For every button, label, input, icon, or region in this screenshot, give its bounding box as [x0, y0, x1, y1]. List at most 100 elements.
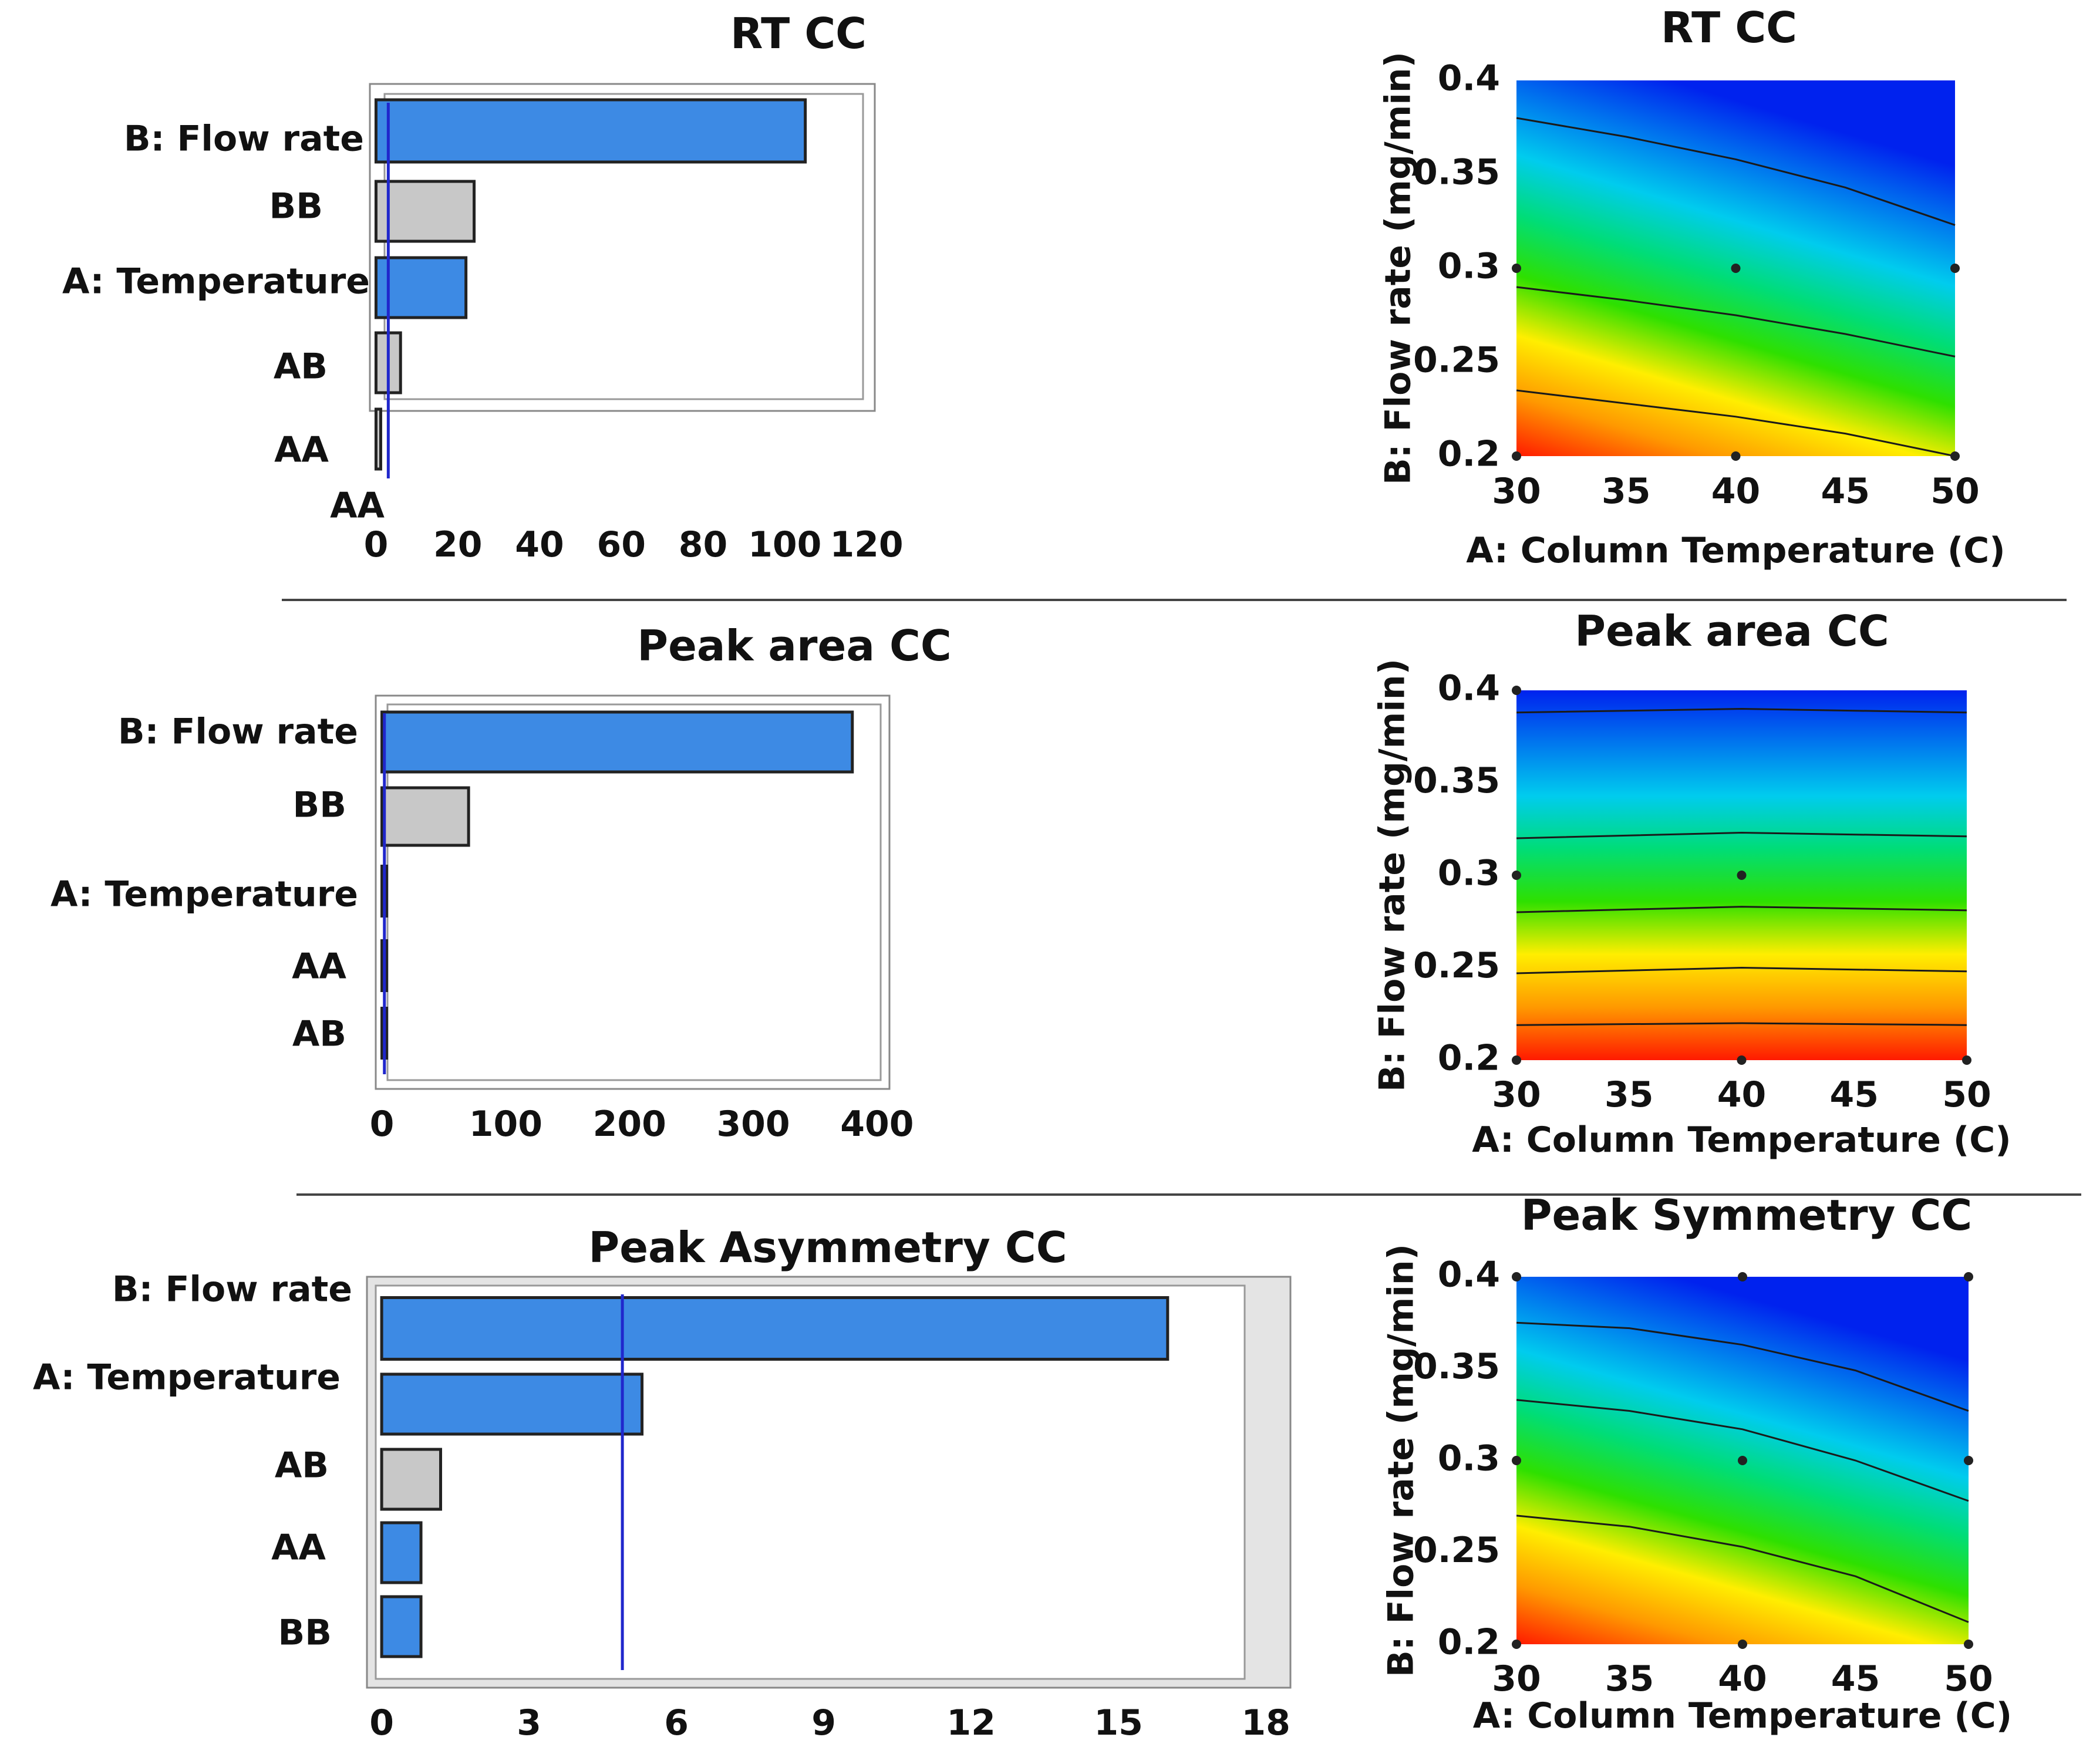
contour-line [1516, 906, 1967, 913]
asym-pareto: Peak Asymmetry CC B: Flow rate A: Temperat… [33, 1223, 1292, 1743]
pareto-bar [380, 1296, 1169, 1361]
x-tick-label: 30 [1492, 1074, 1541, 1115]
x-axis-label: A: Column Temperature (C) [1473, 1695, 2012, 1736]
bar-label: AA [274, 430, 329, 471]
contour-line [1516, 707, 1967, 714]
y-tick-label: 0.3 [1438, 1438, 1500, 1479]
x-tick-label: 30 [1492, 1658, 1541, 1699]
x-tick-label: 40 [1717, 1074, 1767, 1115]
design-point [1738, 1272, 1747, 1281]
x-tick-label: 6 [664, 1702, 689, 1743]
chart-title: Peak Symmetry CC [1521, 1190, 1972, 1240]
y-tick-label: 0.25 [1413, 945, 1500, 986]
y-tick-label: 0.2 [1438, 1622, 1500, 1663]
x-tick-label: 40 [1718, 1658, 1767, 1699]
x-tick-label: 200 [593, 1104, 666, 1145]
x-tick-label: 50 [1944, 1658, 1993, 1699]
bar-label: AB [275, 1445, 329, 1486]
x-tick-label: 35 [1602, 471, 1651, 512]
design-point [1512, 1640, 1521, 1649]
design-point [1512, 1055, 1521, 1065]
pareto-bar [374, 407, 382, 471]
x-tick-label: 35 [1605, 1074, 1654, 1115]
area-pareto: Peak area CC B: Flow rate BB A: Temperature… [50, 621, 952, 1145]
bar-label: BB [278, 1613, 332, 1654]
bar-label: A: Temperature [62, 261, 370, 302]
x-tick-label: 120 [830, 524, 903, 565]
y-axis-label: B: Flow rate (mg/min) [1381, 1244, 1422, 1677]
x-tick-label: 0 [370, 1104, 395, 1145]
design-point [1964, 1272, 1973, 1281]
bar-label: A: Temperature [33, 1357, 341, 1398]
x-tick-label: 80 [679, 524, 728, 565]
y-tick-label: 0.2 [1438, 434, 1500, 475]
bar-label: B: Flow rate [112, 1269, 352, 1310]
x-tick-label: 50 [1942, 1074, 1991, 1115]
design-point [1737, 871, 1747, 880]
design-point [1512, 264, 1521, 273]
x-tick-label: 100 [748, 524, 821, 565]
y-tick-label: 0.2 [1438, 1038, 1500, 1079]
x-tick-label: 50 [1930, 471, 1980, 512]
bar-label: B: Flow rate [124, 119, 364, 160]
bar-label: AA [330, 485, 385, 527]
bar-label: AB [292, 1014, 346, 1055]
x-tick-label: 3 [517, 1702, 541, 1743]
x-tick-label: 40 [515, 524, 564, 565]
chart-title: RT CC [1661, 3, 1797, 52]
x-tick-label: 40 [1711, 471, 1761, 512]
design-point [1964, 1640, 1973, 1649]
y-tick-label: 0.3 [1438, 853, 1500, 894]
chart-title: Peak Asymmetry CC [588, 1223, 1067, 1272]
design-point [1962, 1055, 1971, 1065]
bar-label: B: Flow rate [118, 711, 358, 753]
x-tick-label: 9 [811, 1702, 836, 1743]
design-point [1950, 451, 1960, 461]
design-point [1950, 264, 1960, 273]
x-axis-label: A: Column Temperature (C) [1466, 530, 2005, 571]
rt-contour: RT CC 30 35 40 45 50 0.2 0.25 0.3 0.35 0.4 A: Colum… [1378, 3, 2006, 571]
chart-title: Peak area CC [637, 621, 951, 670]
x-tick-label: 20 [433, 524, 483, 565]
bar-label: A: Temperature [50, 874, 358, 915]
x-tick-label: 100 [469, 1104, 542, 1145]
contour-line [1516, 1399, 1969, 1502]
x-tick-label: 45 [1831, 1658, 1880, 1699]
y-tick-label: 0.4 [1438, 668, 1500, 709]
pareto-bar [374, 180, 476, 243]
x-tick-label: 18 [1241, 1702, 1290, 1743]
design-point [1512, 1456, 1521, 1465]
design-point [1512, 686, 1521, 695]
design-point [1731, 264, 1741, 273]
contour-line [1516, 389, 1956, 457]
x-tick-label: 0 [369, 1702, 394, 1743]
pareto-bar [374, 98, 807, 164]
y-tick-label: 0.35 [1413, 760, 1500, 801]
contour-line [1516, 831, 1967, 839]
pareto-bar [380, 1372, 644, 1436]
pareto-bar [380, 1595, 423, 1658]
x-tick-label: 45 [1830, 1074, 1879, 1115]
y-tick-label: 0.25 [1413, 1530, 1500, 1571]
x-tick-label: 30 [1492, 471, 1541, 512]
x-tick-label: 300 [716, 1104, 790, 1145]
design-point [1512, 1272, 1521, 1281]
area-contour: Peak area CC 30 35 40 45 50 0.2 0.25 0.3 0.35 0.4 A… [1372, 606, 2011, 1161]
design-point [1964, 1456, 1973, 1465]
contour-line [1516, 1321, 1969, 1412]
pareto-bar [380, 710, 854, 774]
contour-line [1516, 1515, 1969, 1623]
pareto-bar [380, 1448, 443, 1511]
y-tick-label: 0.35 [1413, 152, 1500, 193]
bar-label: BB [293, 785, 346, 826]
x-tick-label: 60 [597, 524, 646, 565]
x-axis-label: A: Column Temperature (C) [1472, 1119, 2011, 1161]
design-point [1737, 1055, 1747, 1065]
y-tick-label: 0.3 [1438, 246, 1500, 287]
y-axis-label: B: Flow rate (mg/min) [1378, 52, 1419, 485]
y-axis-label: B: Flow rate (mg/min) [1372, 659, 1413, 1092]
contour-line [1516, 1022, 1967, 1026]
bar-label: AB [274, 346, 328, 387]
design-point [1738, 1456, 1747, 1465]
